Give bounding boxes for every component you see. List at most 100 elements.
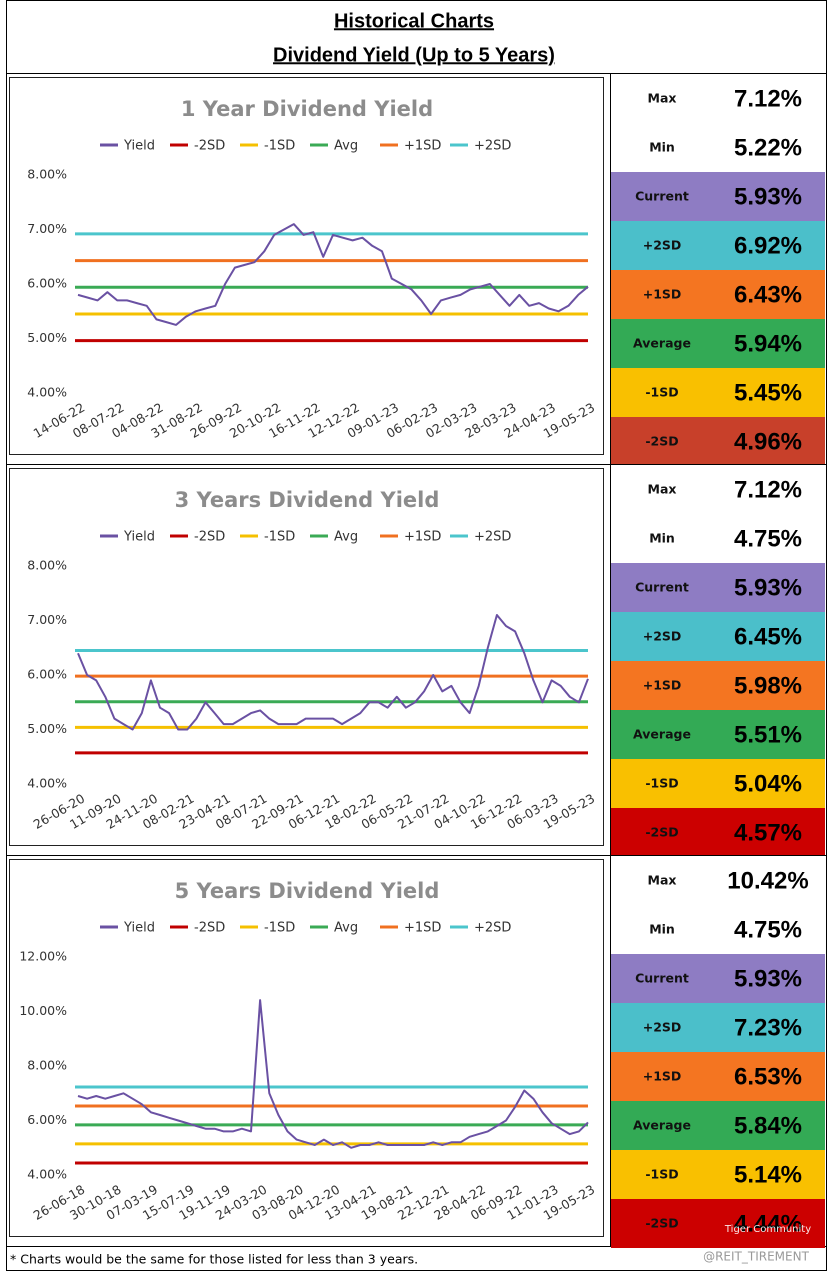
stat-cell: [611, 954, 825, 1003]
stat-label: +2SD: [643, 238, 682, 253]
stat-cell: [611, 905, 825, 954]
stat-cell: [611, 1199, 825, 1248]
stat-cell: [611, 270, 825, 319]
stat-value: 5.93%: [734, 965, 802, 992]
stat-value: 5.45%: [734, 379, 802, 406]
watermark: @REIT_TIREMENT: [703, 1250, 809, 1264]
page-subtitle: Dividend Yield (Up to 5 Years): [273, 44, 555, 66]
stat-value: 6.53%: [734, 1063, 802, 1090]
stat-value: 5.94%: [734, 330, 802, 357]
y-tick-label: 6.00%: [27, 276, 67, 291]
footnote: * Charts would be the same for those lis…: [10, 1252, 418, 1267]
stat-label: Average: [633, 727, 691, 742]
stat-value: 5.93%: [734, 574, 802, 601]
stat-value: 4.57%: [734, 819, 802, 846]
stat-label: Average: [633, 336, 691, 351]
stat-value: 7.23%: [734, 1014, 802, 1041]
legend-label: -2SD: [194, 139, 225, 154]
stat-cell: [611, 319, 825, 368]
legend-label: +1SD: [404, 921, 441, 936]
stat-cell: [611, 417, 825, 466]
stat-cell: [611, 759, 825, 808]
stat-label: -1SD: [645, 1167, 678, 1182]
legend-label: Yield: [123, 139, 155, 154]
legend-label: -1SD: [264, 921, 295, 936]
stat-cell: [611, 172, 825, 221]
legend-label: +1SD: [404, 139, 441, 154]
stat-label: Current: [635, 580, 689, 595]
stat-cell: [611, 1052, 825, 1101]
stat-cell: [611, 710, 825, 759]
legend-label: Yield: [123, 921, 155, 936]
legend-label: +2SD: [474, 921, 511, 936]
stat-value: 5.84%: [734, 1112, 802, 1139]
chart-title: 5 Years Dividend Yield: [175, 879, 440, 903]
y-tick-label: 4.00%: [27, 1167, 67, 1182]
legend-label: -2SD: [194, 921, 225, 936]
stat-cell: [611, 465, 825, 514]
yield-line: [77, 614, 589, 731]
y-tick-label: 6.00%: [27, 667, 67, 682]
stat-cell: [611, 1101, 825, 1150]
stat-value: 7.12%: [734, 85, 802, 112]
yield-line: [77, 999, 589, 1149]
stat-cell: [611, 563, 825, 612]
y-tick-label: 8.00%: [27, 558, 67, 573]
y-tick-label: 7.00%: [27, 221, 67, 236]
chart-box: [9, 859, 604, 1237]
y-tick-label: 6.00%: [27, 1112, 67, 1127]
y-tick-label: 5.00%: [27, 721, 67, 736]
stat-value: 5.22%: [734, 134, 802, 161]
stat-value: 6.43%: [734, 281, 802, 308]
legend-label: +1SD: [404, 530, 441, 545]
stat-value: 5.04%: [734, 770, 802, 797]
legend-label: +2SD: [474, 530, 511, 545]
stat-cell: [611, 74, 825, 123]
legend-label: -1SD: [264, 530, 295, 545]
stat-value: 4.96%: [734, 428, 802, 455]
legend-label: Avg: [334, 530, 358, 545]
stat-cell: [611, 123, 825, 172]
stat-label: +1SD: [643, 1069, 682, 1084]
stat-label: Current: [635, 971, 689, 986]
stat-value: 5.14%: [734, 1161, 802, 1188]
stat-value: 5.98%: [734, 672, 802, 699]
stat-cell: [611, 661, 825, 710]
stat-cell: [611, 221, 825, 270]
stat-value: 4.75%: [734, 525, 802, 552]
stat-cell: [611, 612, 825, 661]
stat-value: 6.92%: [734, 232, 802, 259]
chart-title: 3 Years Dividend Yield: [175, 488, 440, 512]
stat-cell: [611, 514, 825, 563]
watermark: Tiger Community: [724, 1224, 811, 1235]
stat-label: Min: [649, 140, 675, 155]
y-tick-label: 5.00%: [27, 330, 67, 345]
stat-value: 6.45%: [734, 623, 802, 650]
chart-title: 1 Year Dividend Yield: [181, 97, 433, 121]
stat-cell: [611, 1003, 825, 1052]
legend-label: Yield: [123, 530, 155, 545]
stat-value: 7.12%: [734, 476, 802, 503]
yield-line: [77, 223, 589, 326]
y-tick-label: 10.00%: [19, 1003, 67, 1018]
y-tick-label: 4.00%: [27, 385, 67, 400]
page-title: Historical Charts: [334, 10, 494, 32]
stat-cell: [611, 856, 825, 905]
stat-value: 4.44%: [734, 1210, 802, 1237]
legend-label: Avg: [334, 139, 358, 154]
stat-value: 5.93%: [734, 183, 802, 210]
stat-label: Min: [649, 922, 675, 937]
stat-cell: [611, 808, 825, 857]
stat-cell: [611, 1150, 825, 1199]
y-tick-label: 7.00%: [27, 612, 67, 627]
stat-label: -2SD: [645, 434, 678, 449]
stat-label: -1SD: [645, 385, 678, 400]
legend-label: Avg: [334, 921, 358, 936]
stat-value: 4.75%: [734, 916, 802, 943]
stat-label: +1SD: [643, 287, 682, 302]
stat-label: +2SD: [643, 629, 682, 644]
stat-label: -1SD: [645, 776, 678, 791]
legend-label: -2SD: [194, 530, 225, 545]
stat-label: Min: [649, 531, 675, 546]
